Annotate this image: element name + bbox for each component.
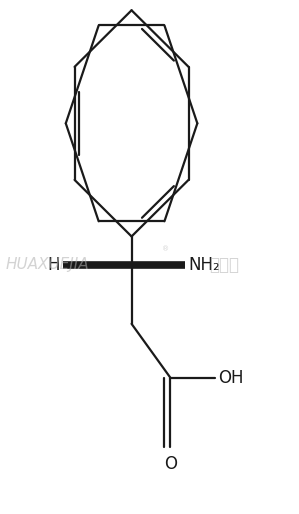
Text: 化学加: 化学加 <box>209 255 239 274</box>
Text: ®: ® <box>162 246 170 252</box>
Text: O: O <box>164 455 177 473</box>
Text: OH: OH <box>218 369 244 387</box>
Text: H: H <box>47 255 60 274</box>
Text: NH₂: NH₂ <box>188 255 220 274</box>
Text: HUAXUEJIA: HUAXUEJIA <box>6 257 90 272</box>
